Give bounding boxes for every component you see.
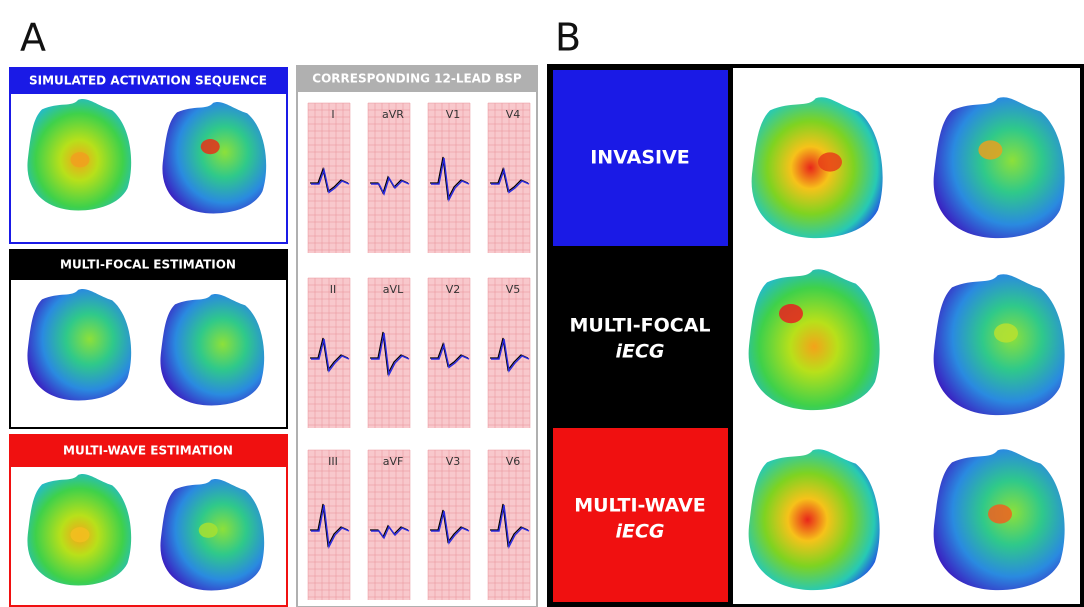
lead-label: aVF [383, 455, 404, 468]
heart-map [934, 274, 1065, 415]
hot-spot [988, 504, 1012, 523]
lead-label: I [331, 108, 334, 121]
lead-label: V6 [506, 455, 521, 468]
lead-label: V3 [446, 455, 461, 468]
hot-spot [201, 139, 220, 154]
section-title: MULTI-FOCAL ESTIMATION [60, 258, 236, 272]
row-subtitle: iECG [615, 521, 664, 543]
heart-map [749, 269, 880, 410]
heart-map [752, 97, 883, 238]
section-title: SIMULATED ACTIVATION SEQUENCE [29, 74, 267, 88]
figure: A SIMULATED ACTIVATION SEQUENCE MULTI-FO… [0, 0, 1084, 607]
hot-spot [978, 140, 1002, 159]
bsp-title: CORRESPONDING 12-LEAD BSP [312, 72, 522, 86]
lead-label: V2 [446, 283, 461, 296]
heart-map [27, 289, 131, 400]
hot-spot [779, 304, 803, 323]
lead-label: V1 [446, 108, 461, 121]
hot-spot [199, 523, 218, 538]
lead-label: III [328, 455, 338, 468]
heart-map [162, 102, 266, 213]
row-title: INVASIVE [590, 147, 690, 169]
lead-label: aVR [382, 108, 404, 121]
hot-spot [71, 152, 90, 167]
hot-spot [818, 152, 842, 171]
heart-map [934, 97, 1065, 238]
hot-spot [994, 323, 1018, 342]
heart-map [749, 449, 880, 590]
lead-label: V5 [506, 283, 521, 296]
row-title: MULTI-FOCAL [569, 315, 710, 337]
row-title: MULTI-WAVE [574, 495, 706, 517]
heart-map [160, 294, 264, 405]
lead-label: aVL [383, 283, 404, 296]
lead-label: II [330, 283, 337, 296]
section-title: MULTI-WAVE ESTIMATION [63, 444, 233, 458]
panel-label: B [555, 16, 581, 60]
panel-label: A [20, 16, 46, 60]
row-subtitle: iECG [615, 341, 664, 363]
hot-spot [71, 527, 90, 542]
lead-label: V4 [506, 108, 521, 121]
